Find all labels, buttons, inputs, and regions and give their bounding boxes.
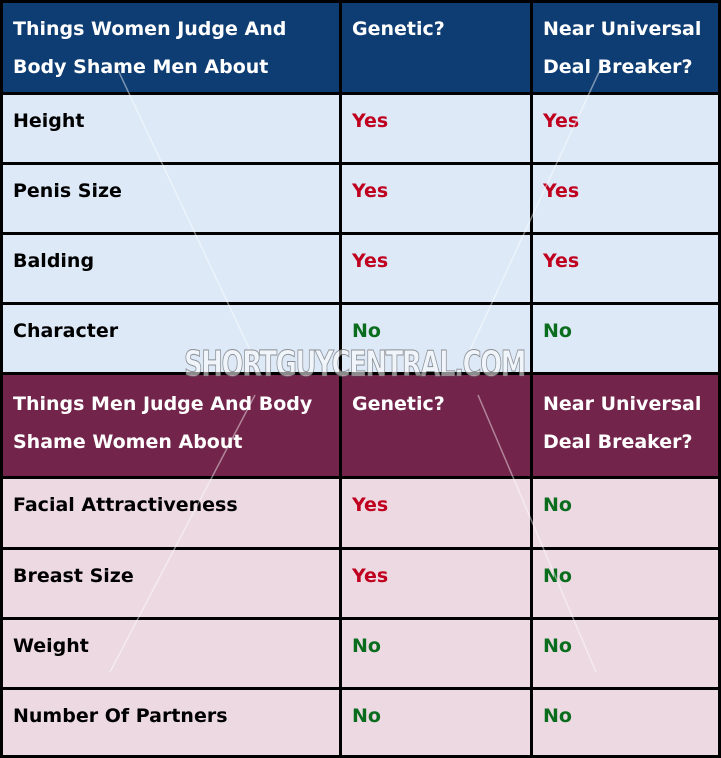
table-cell-genetic: Yes: [342, 235, 530, 302]
table-cell-deal-breaker: No: [533, 690, 718, 755]
table-row-item: Penis Size: [3, 165, 339, 232]
table-cell-genetic: Yes: [342, 550, 530, 617]
table-row-item: Balding: [3, 235, 339, 302]
table-cell-deal-breaker: No: [533, 550, 718, 617]
table-cell-deal-breaker: No: [533, 620, 718, 687]
section2-header-genetic: Genetic?: [342, 375, 530, 476]
table-cell-deal-breaker: Yes: [533, 235, 718, 302]
section1-header-item: Things Women Judge And Body Shame Men Ab…: [3, 3, 339, 92]
table-cell-deal-breaker: No: [533, 305, 718, 372]
table-row-item: Breast Size: [3, 550, 339, 617]
table-row-item: Weight: [3, 620, 339, 687]
table-cell-genetic: Yes: [342, 95, 530, 162]
table-row-item: Height: [3, 95, 339, 162]
table-cell-genetic: No: [342, 620, 530, 687]
table-cell-deal-breaker: Yes: [533, 95, 718, 162]
section1-header-genetic: Genetic?: [342, 3, 530, 92]
table-cell-genetic: No: [342, 690, 530, 755]
table-cell-deal-breaker: No: [533, 479, 718, 547]
table-row-item: Facial Attractiveness: [3, 479, 339, 547]
table-row-item: Character: [3, 305, 339, 372]
table-row-item: Number Of Partners: [3, 690, 339, 755]
section1-header-deal-breaker: Near Universal Deal Breaker?: [533, 3, 718, 92]
table-cell-genetic: Yes: [342, 479, 530, 547]
section2-header-deal-breaker: Near Universal Deal Breaker?: [533, 375, 718, 476]
table-cell-genetic: No: [342, 305, 530, 372]
table-cell-deal-breaker: Yes: [533, 165, 718, 232]
section2-header-item: Things Men Judge And Body Shame Women Ab…: [3, 375, 339, 476]
table-cell-genetic: Yes: [342, 165, 530, 232]
